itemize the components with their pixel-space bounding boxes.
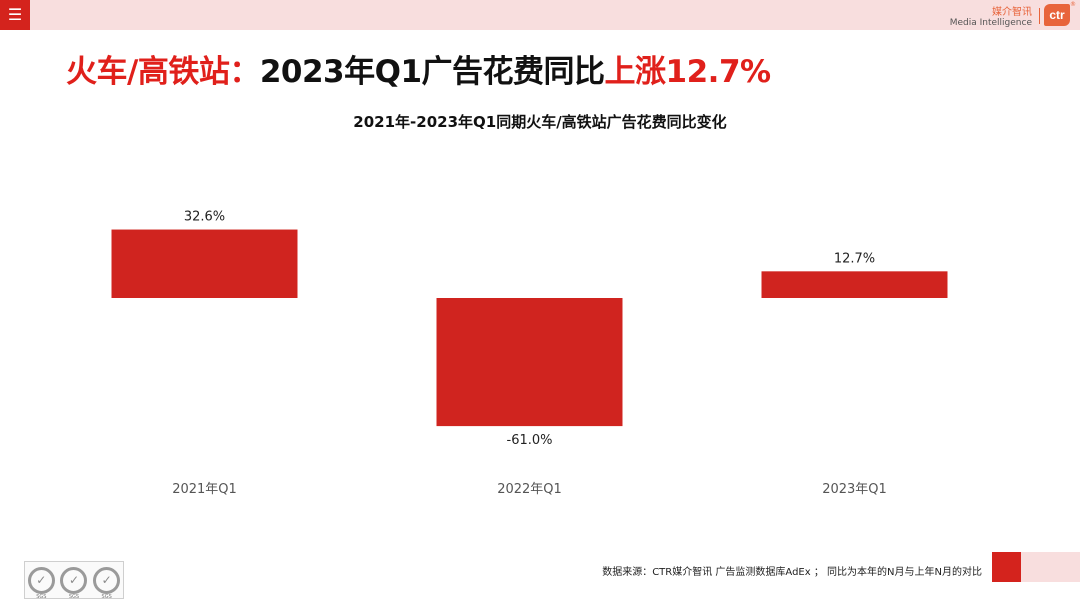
ctr-logo: ctr (1044, 4, 1070, 26)
registered-mark: ® (1070, 1, 1076, 8)
headline-prefix: 火车/高铁站： (66, 54, 260, 90)
brand-en: Media Intelligence (949, 18, 1032, 28)
headline-middle: 2023年Q1广告花费同比 (259, 54, 605, 90)
bar-2021年Q1 (111, 229, 298, 298)
category-label: 2022年Q1 (497, 482, 562, 497)
brand-text: 媒介智讯 Media Intelligence (950, 7, 1032, 29)
certification-seal-icon: ✓ SGS (60, 566, 88, 600)
headline-highlight: 上涨12.7% (604, 54, 772, 90)
top-bar: ☰ 媒介智讯 Media Intelligence ctr ® (0, 0, 1080, 30)
chart-title: 2021年-2023年Q1同期火车/高铁站广告花费同比变化 (353, 113, 727, 131)
category-label: 2023年Q1 (822, 482, 887, 497)
seal-label: SGS (36, 593, 47, 600)
menu-icon[interactable]: ☰ (0, 0, 30, 30)
logo-text: ctr (1049, 8, 1065, 22)
certification-badges: ✓ SGS ✓ SGS ✓ SGS (24, 561, 124, 600)
seal-label: SGS (101, 593, 112, 600)
page-title: 火车/高铁站：2023年Q1广告花费同比上涨12.7% (66, 46, 771, 90)
bar-2023年Q1 (761, 271, 948, 298)
data-label: -61.0% (507, 433, 553, 448)
brand-cn: 媒介智讯 (992, 7, 1032, 18)
corner-accent-pink (1021, 552, 1080, 582)
seal-label: SGS (68, 593, 80, 600)
data-label: 32.6% (184, 210, 225, 225)
brand-divider (1039, 8, 1040, 24)
data-label: 12.7% (834, 251, 875, 266)
source-note: 数据来源：CTR媒介智讯 广告监测数据库AdEx ； 同比为本年的N月与上年N月… (602, 567, 982, 578)
bar-2022年Q1 (436, 298, 623, 427)
category-label: 2021年Q1 (172, 482, 237, 497)
corner-accent-red (992, 552, 1021, 582)
certification-seal-icon: ✓ SGS (27, 566, 55, 600)
certification-seal-icon: ✓ SGS (93, 566, 121, 600)
